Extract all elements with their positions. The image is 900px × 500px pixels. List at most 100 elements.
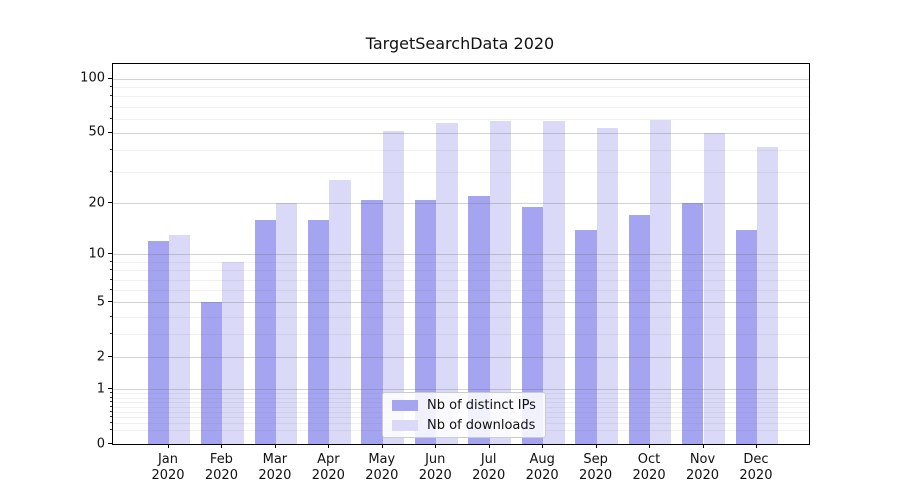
- bar-distinct-ips-aug: [521, 207, 544, 444]
- y-minor-tick-mark: [110, 410, 112, 412]
- x-tick-month: Jan: [157, 452, 179, 467]
- x-tick-mark: [649, 444, 651, 448]
- y-minor-tick-mark: [110, 289, 112, 291]
- y-minor-tick-mark: [110, 396, 112, 398]
- x-tick-year: 2020: [311, 468, 345, 484]
- y-minor-tick-mark: [110, 422, 112, 424]
- y-minor-tick-mark: [110, 405, 112, 407]
- minor-gridline: [113, 118, 809, 120]
- bar-distinct-ips-dec: [735, 229, 757, 444]
- minor-gridline: [113, 87, 809, 89]
- x-tick-label-dec: Dec 2020: [721, 452, 791, 485]
- minor-gridline: [113, 150, 809, 152]
- x-tick-label-apr: Apr 2020: [293, 452, 363, 485]
- y-minor-tick-mark: [110, 333, 112, 335]
- bar-downloads-oct: [650, 120, 672, 444]
- bar-distinct-ips-oct: [628, 215, 651, 444]
- x-tick-month: May: [368, 452, 396, 467]
- x-tick-month: Jul: [480, 452, 497, 467]
- bar-distinct-ips-nov: [682, 203, 704, 444]
- x-tick-month: Oct: [637, 452, 661, 467]
- x-tick-label-jan: Jan 2020: [133, 452, 203, 485]
- y-minor-tick-mark: [110, 269, 112, 271]
- x-tick-month: Jun: [425, 452, 446, 467]
- y-tick-label: 10: [88, 246, 105, 262]
- y-minor-tick-mark: [110, 392, 112, 394]
- x-tick-year: 2020: [204, 468, 238, 484]
- y-tick-mark: [108, 356, 112, 358]
- y-minor-tick-mark: [110, 149, 112, 151]
- major-gridline: [113, 389, 809, 391]
- major-gridline: [113, 254, 809, 256]
- x-tick-year: 2020: [472, 468, 506, 484]
- bar-downloads-apr: [329, 180, 351, 444]
- legend-label: Nb of downloads: [427, 417, 536, 433]
- bar-downloads-jul: [489, 121, 512, 444]
- chart-title: TargetSearchData 2020: [365, 34, 555, 53]
- x-tick-label-oct: Oct 2020: [614, 452, 684, 485]
- x-tick-mark: [274, 444, 276, 448]
- y-tick-mark: [108, 253, 112, 255]
- y-minor-tick-mark: [110, 315, 112, 317]
- major-gridline: [113, 302, 809, 304]
- y-tick-label: 50: [88, 124, 105, 140]
- y-tick-label: 0: [96, 436, 105, 451]
- minor-gridline: [113, 106, 809, 108]
- y-minor-tick-mark: [110, 416, 112, 418]
- bar-distinct-ips-jun: [414, 199, 437, 444]
- y-minor-tick-mark: [110, 105, 112, 107]
- minor-gridline: [113, 316, 809, 318]
- bar-downloads-mar: [275, 203, 298, 444]
- x-tick-year: 2020: [579, 468, 613, 484]
- minor-gridline: [113, 270, 809, 272]
- bar-downloads-feb: [222, 261, 244, 444]
- x-tick-month: Apr: [317, 452, 340, 467]
- major-gridline: [113, 357, 809, 359]
- major-gridline: [113, 203, 809, 205]
- x-tick-year: 2020: [739, 468, 773, 484]
- bar-distinct-ips-may: [361, 199, 383, 444]
- y-minor-tick-mark: [110, 278, 112, 280]
- x-tick-label-nov: Nov 2020: [668, 452, 738, 485]
- y-tick-mark: [108, 77, 112, 79]
- x-tick-label-mar: Mar 2020: [240, 452, 310, 485]
- major-gridline: [113, 132, 809, 134]
- x-tick-month: Dec: [743, 452, 769, 467]
- plot-area: Nb of distinct IPs Nb of downloads: [112, 63, 810, 445]
- x-tick-month: Feb: [209, 452, 233, 467]
- minor-gridline: [113, 279, 809, 281]
- y-tick-label: 5: [96, 294, 105, 310]
- legend-swatch-distinct-ips: [392, 399, 418, 411]
- y-tick-mark: [108, 443, 112, 444]
- major-gridline: [113, 78, 809, 80]
- x-tick-label-aug: Aug 2020: [507, 452, 577, 485]
- x-tick-month: Mar: [262, 452, 288, 467]
- x-tick-year: 2020: [151, 468, 185, 484]
- y-minor-tick-mark: [110, 428, 112, 430]
- x-tick-mark: [542, 444, 544, 448]
- bar-distinct-ips-apr: [307, 219, 330, 444]
- bar-downloads-aug: [543, 121, 565, 444]
- x-tick-label-jun: Jun 2020: [400, 452, 470, 485]
- bar-downloads-may: [382, 131, 405, 444]
- x-tick-label-may: May 2020: [347, 452, 417, 485]
- bar-distinct-ips-jan: [147, 241, 169, 444]
- bar-distinct-ips-jul: [468, 195, 490, 444]
- y-minor-tick-mark: [110, 95, 112, 97]
- y-tick-mark: [108, 388, 112, 390]
- legend-row: Nb of downloads: [392, 418, 536, 433]
- x-tick-mark: [702, 444, 704, 448]
- bar-distinct-ips-feb: [201, 302, 223, 444]
- x-tick-mark: [595, 444, 597, 448]
- x-tick-label-sep: Sep 2020: [561, 452, 631, 485]
- x-tick-mark: [435, 444, 437, 448]
- x-tick-mark: [488, 444, 490, 448]
- x-tick-year: 2020: [525, 468, 559, 484]
- x-tick-month: Sep: [583, 452, 608, 467]
- bar-downloads-dec: [756, 146, 779, 444]
- bar-downloads-sep: [596, 128, 618, 444]
- x-tick-month: Nov: [689, 452, 716, 467]
- bar-downloads-nov: [703, 133, 725, 444]
- minor-gridline: [113, 334, 809, 336]
